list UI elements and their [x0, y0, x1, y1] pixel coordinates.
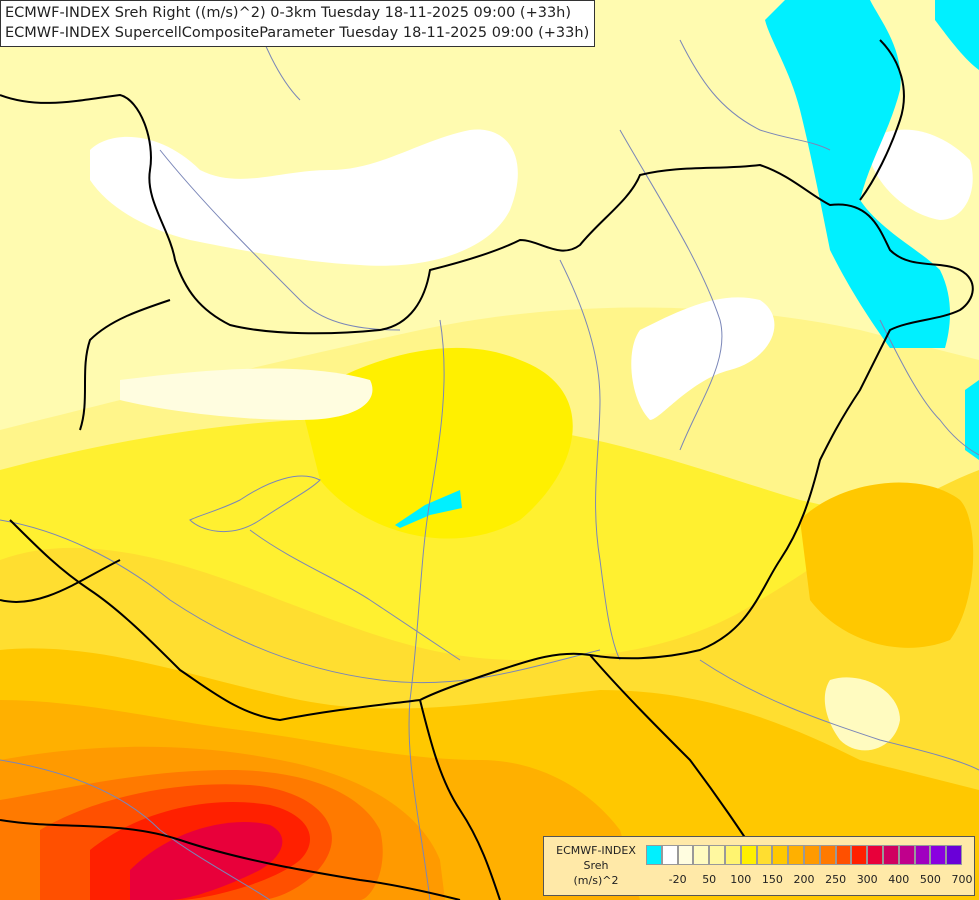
legend-swatch — [898, 845, 915, 865]
legend-model: ECMWF-INDEX — [556, 844, 636, 857]
legend-tick: 700 — [951, 873, 973, 886]
legend-swatch — [772, 845, 789, 865]
legend-tick: 100 — [730, 873, 752, 886]
legend-swatch — [661, 845, 678, 865]
legend-swatch — [835, 845, 852, 865]
legend-tick: 250 — [825, 873, 847, 886]
title-line-sreh: ECMWF-INDEX Sreh Right ((m/s)^2) 0-3km T… — [5, 5, 572, 21]
legend-unit: (m/s)^2 — [573, 874, 619, 887]
legend-tick: 50 — [702, 873, 717, 886]
legend-swatch — [788, 845, 804, 865]
legend-tick: 200 — [793, 873, 815, 886]
legend-swatch — [646, 845, 662, 865]
legend-swatch — [803, 845, 820, 865]
legend-swatch — [882, 845, 899, 865]
legend-param: Sreh — [583, 859, 609, 872]
legend-swatch — [724, 845, 741, 865]
legend-tick-labels: -20 50 100 150 200 250 300 400 500 700 — [646, 873, 973, 889]
map-title-box: ECMWF-INDEX Sreh Right ((m/s)^2) 0-3km T… — [0, 0, 596, 47]
legend-swatch — [946, 845, 962, 865]
legend-tick: -20 — [668, 873, 687, 886]
legend-caption: ECMWF-INDEX Sreh (m/s)^2 — [548, 843, 644, 888]
legend-swatch — [677, 845, 694, 865]
color-legend: ECMWF-INDEX Sreh (m/s)^2 -20 50 100 150 200 2… — [543, 836, 975, 896]
legend-swatch — [819, 845, 836, 865]
legend-swatch — [914, 845, 931, 865]
legend-swatch — [867, 845, 883, 865]
legend-swatch — [709, 845, 725, 865]
legend-swatch — [740, 845, 757, 865]
legend-swatch — [756, 845, 773, 865]
legend-swatch — [693, 845, 710, 865]
legend-swatch — [851, 845, 868, 865]
legend-tick: 150 — [761, 873, 783, 886]
title-line-supercell: ECMWF-INDEX SupercellCompositeParameter … — [5, 25, 590, 41]
legend-tick: 300 — [856, 873, 878, 886]
legend-tick: 400 — [888, 873, 910, 886]
legend-tick: 500 — [919, 873, 941, 886]
legend-swatch — [930, 845, 947, 865]
legend-color-bar — [646, 845, 962, 865]
